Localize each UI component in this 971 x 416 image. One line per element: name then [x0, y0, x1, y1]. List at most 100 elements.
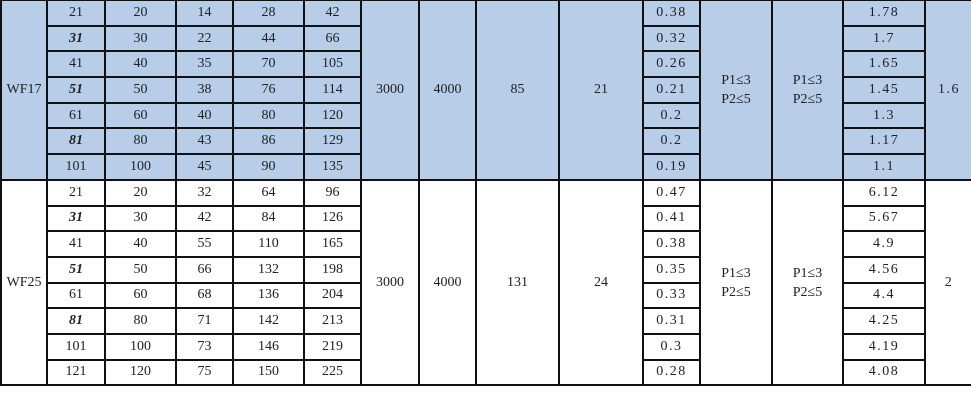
- value-cell: 60: [104, 101, 177, 130]
- ratio-cell: 101: [46, 332, 106, 361]
- value-cell: 76: [232, 76, 305, 104]
- ratio-cell: 51: [46, 76, 106, 104]
- value-cell: 68: [175, 281, 234, 310]
- decimal-cell: 0.2: [642, 127, 701, 156]
- value-cell: 42: [303, 0, 362, 27]
- value-cell: 135: [303, 153, 362, 181]
- pressure-cell: P1≤3 P2≤5: [771, 0, 844, 181]
- value-cell: 165: [303, 230, 362, 258]
- value-cell: 136: [232, 281, 305, 310]
- decimal-cell: 0.41: [642, 204, 701, 233]
- table-row: 101 100 73 146 219 0.3 4.19: [1, 332, 971, 361]
- ratio-cell: 101: [46, 153, 106, 181]
- value-cell: 55: [175, 230, 234, 258]
- decimal-cell: 1.78: [842, 0, 926, 27]
- group-value-cell: 24: [558, 178, 644, 387]
- value-cell: 100: [104, 332, 177, 361]
- decimal-cell: 0.3: [642, 332, 701, 361]
- table-row: 41 40 55 110 165 0.38 4.9: [1, 230, 971, 258]
- table-body: WF17 21 20 14 28 42 3000 4000 85 21 0.38 P1≤3 P2≤5 P1…: [0, 0, 971, 387]
- decimal-cell: 0.21: [642, 76, 701, 104]
- ratio-cell: 61: [46, 281, 106, 310]
- decimal-cell: 4.4: [842, 281, 926, 310]
- pressure-cell: P1≤3 P2≤5: [771, 178, 844, 387]
- model-cell: WF17: [0, 0, 48, 181]
- decimal-cell: 0.32: [642, 24, 701, 53]
- group-value-cell: 4000: [418, 0, 477, 181]
- ratio-cell: 41: [46, 230, 106, 258]
- value-cell: 90: [232, 153, 305, 181]
- value-cell: 86: [232, 127, 305, 156]
- value-cell: 40: [104, 50, 177, 79]
- value-cell: 219: [303, 332, 362, 361]
- value-cell: 80: [104, 127, 177, 156]
- table-row: 81 80 43 86 129 0.2 1.17: [1, 127, 971, 156]
- value-cell: 150: [232, 358, 305, 387]
- value-cell: 105: [303, 50, 362, 79]
- value-cell: 73: [175, 332, 234, 361]
- value-cell: 129: [303, 127, 362, 156]
- decimal-cell: 4.9: [842, 230, 926, 258]
- table-row: 61 60 40 80 120 0.2 1.3: [1, 101, 971, 130]
- decimal-cell: 1.45: [842, 76, 926, 104]
- decimal-cell: 0.38: [642, 230, 701, 258]
- value-cell: 80: [232, 101, 305, 130]
- value-cell: 44: [232, 24, 305, 53]
- value-cell: 14: [175, 0, 234, 27]
- ratio-cell: 121: [46, 358, 106, 387]
- group-value-cell: 21: [558, 0, 644, 181]
- table-row: 31 30 42 84 126 0.41 5.67: [1, 204, 971, 233]
- value-cell: 70: [232, 50, 305, 79]
- decimal-cell: 4.25: [842, 307, 926, 335]
- table-row: 81 80 71 142 213 0.31 4.25: [1, 307, 971, 335]
- decimal-cell: 0.2: [642, 101, 701, 130]
- value-cell: 66: [175, 255, 234, 284]
- value-cell: 75: [175, 358, 234, 387]
- value-cell: 40: [104, 230, 177, 258]
- group-value-cell: 3000: [360, 178, 420, 387]
- pressure-cell: P1≤3 P2≤5: [699, 178, 773, 387]
- table-row: WF17 21 20 14 28 42 3000 4000 85 21 0.38 P1≤3 P2≤5 P1…: [0, 0, 971, 181]
- value-cell: 20: [104, 178, 177, 207]
- value-cell: 80: [104, 307, 177, 335]
- value-cell: 50: [104, 76, 177, 104]
- decimal-cell: 0.31: [642, 307, 701, 335]
- value-cell: 114: [303, 76, 362, 104]
- ratio-cell: 61: [46, 101, 106, 130]
- table-row: 101 100 45 90 135 0.19 1.1: [1, 153, 971, 181]
- value-cell: 38: [175, 76, 234, 104]
- spec-table: WF17 21 20 14 28 42 3000 4000 85 21 0.38 P1≤3 P2≤5 P1…: [0, 0, 971, 387]
- pressure-cell: P1≤3 P2≤5: [699, 0, 773, 181]
- value-cell: 146: [232, 332, 305, 361]
- group-value-cell: 85: [475, 0, 560, 181]
- ratio-cell: 31: [46, 204, 106, 233]
- value-cell: 43: [175, 127, 234, 156]
- value-cell: 32: [175, 178, 234, 207]
- decimal-cell: 1.7: [842, 24, 926, 53]
- value-cell: 45: [175, 153, 234, 181]
- value-cell: 120: [104, 358, 177, 387]
- value-cell: 71: [175, 307, 234, 335]
- value-cell: 96: [303, 178, 362, 207]
- value-cell: 30: [104, 24, 177, 53]
- value-cell: 22: [175, 24, 234, 53]
- ratio-cell: 21: [46, 178, 106, 207]
- value-cell: 60: [104, 281, 177, 310]
- value-cell: 225: [303, 358, 362, 387]
- decimal-cell: 0.47: [642, 178, 701, 207]
- decimal-cell: 1.1: [842, 153, 926, 181]
- ratio-cell: 81: [46, 127, 106, 156]
- decimal-cell: 6.12: [842, 178, 926, 207]
- table-row: 31 30 22 44 66 0.32 1.7: [1, 24, 971, 53]
- value-cell: 213: [303, 307, 362, 335]
- decimal-cell: 0.38: [642, 0, 701, 27]
- value-cell: 198: [303, 255, 362, 284]
- ratio-cell: 41: [46, 50, 106, 79]
- group-value-cell: 131: [475, 178, 560, 387]
- value-cell: 142: [232, 307, 305, 335]
- value-cell: 84: [232, 204, 305, 233]
- value-cell: 110: [232, 230, 305, 258]
- decimal-cell: 0.35: [642, 255, 701, 284]
- value-cell: 42: [175, 204, 234, 233]
- table-row: 41 40 35 70 105 0.26 1.65: [1, 50, 971, 79]
